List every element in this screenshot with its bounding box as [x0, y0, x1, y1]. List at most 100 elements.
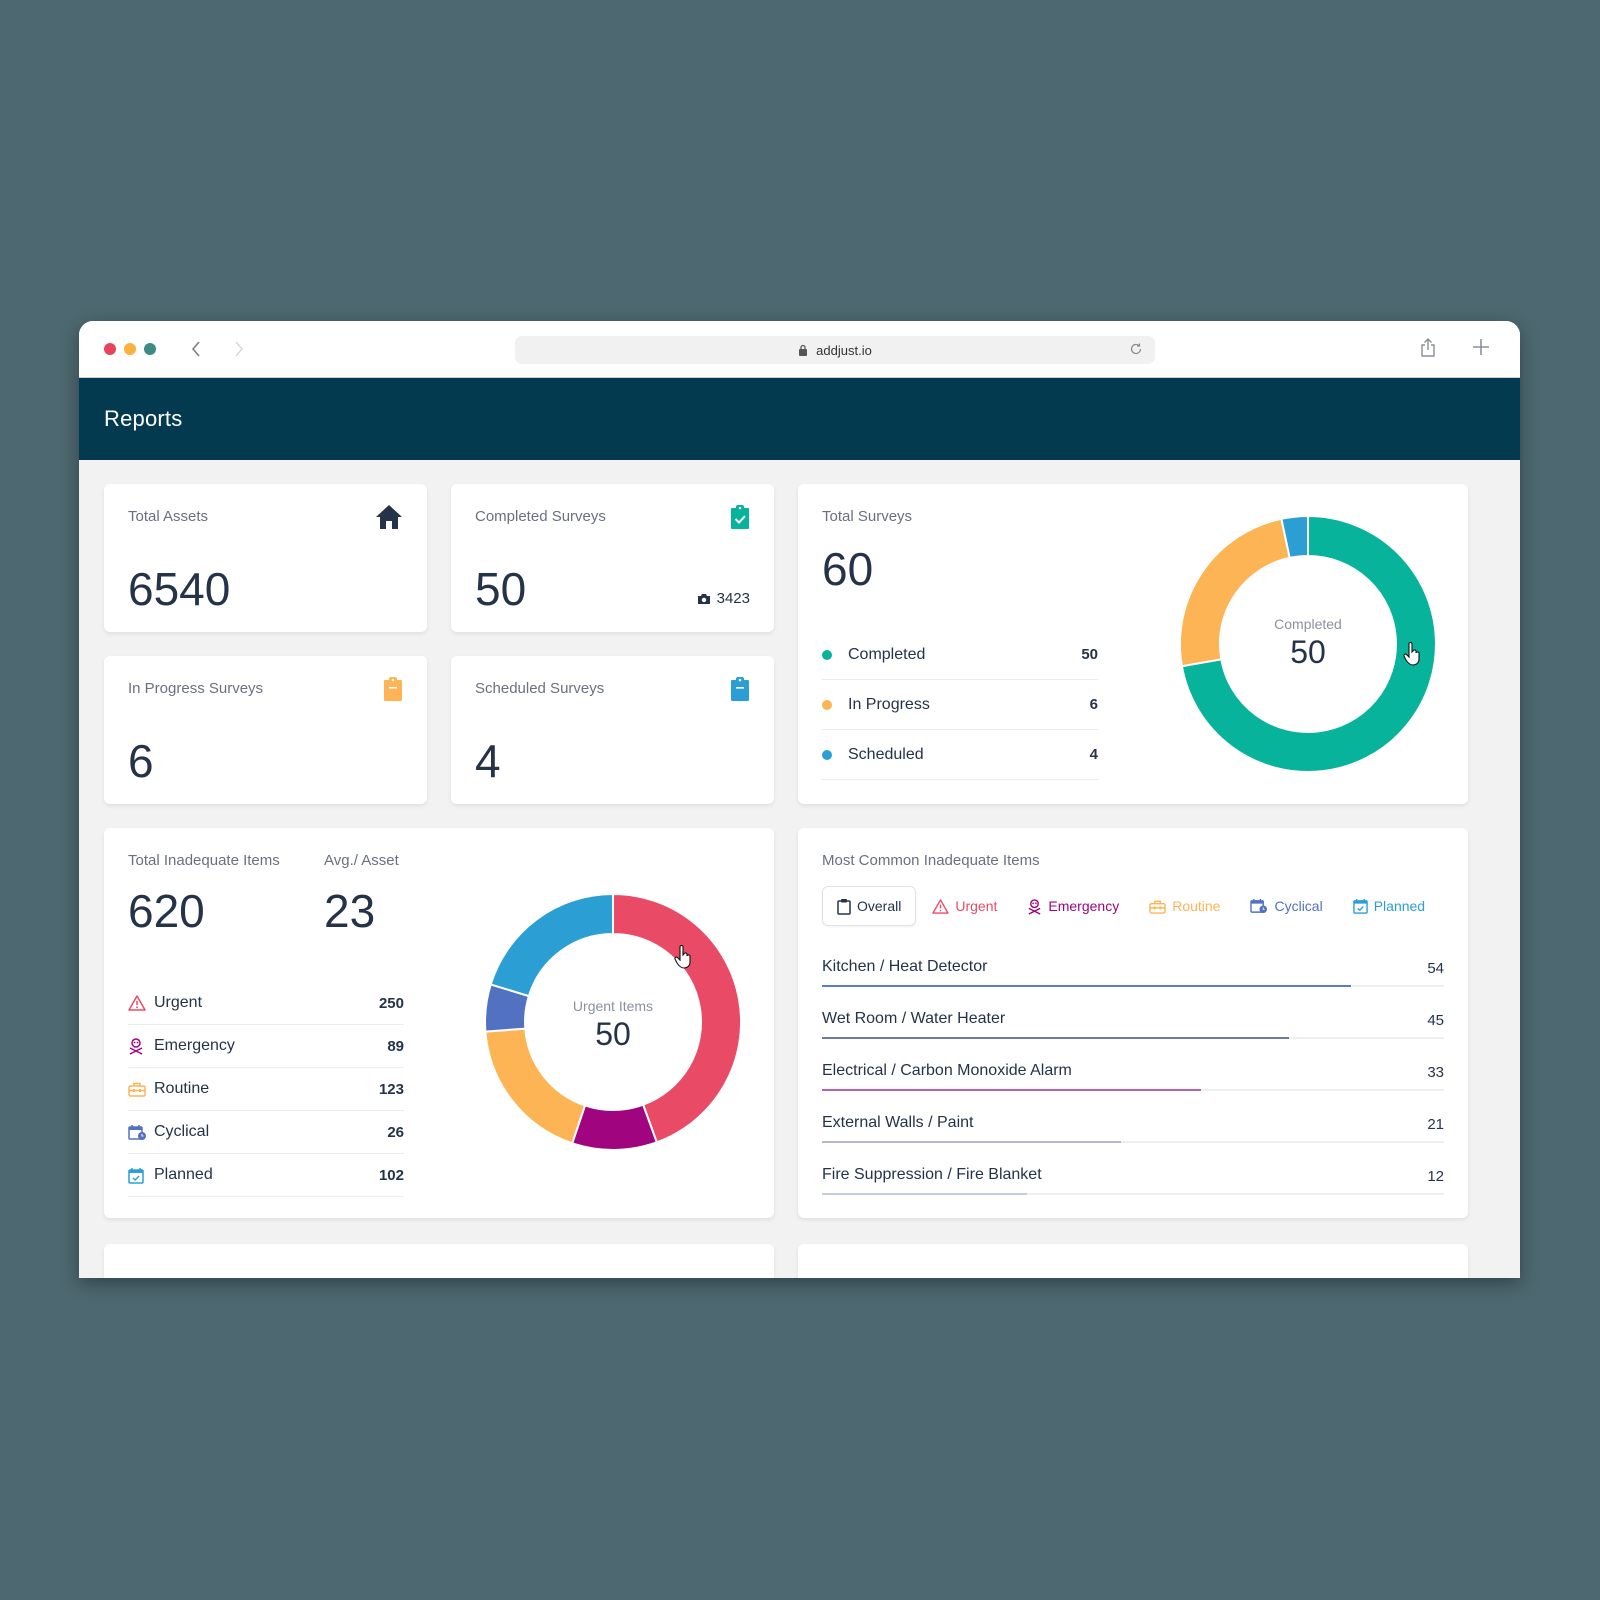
legend-row-in-progress[interactable]: In Progress 6 — [822, 680, 1098, 730]
category-value: 250 — [378, 994, 404, 1012]
skull-crossbones-icon — [1028, 898, 1041, 915]
house-icon — [375, 504, 403, 535]
tab-overall[interactable]: Overall — [822, 886, 917, 926]
center-value: 50 — [1290, 634, 1326, 670]
card-value: 6540 — [128, 563, 231, 615]
lower-right-card — [798, 1244, 1468, 1278]
minimize-window-button[interactable] — [124, 343, 136, 355]
item-bar-track — [822, 985, 1444, 987]
maximize-window-button[interactable] — [144, 343, 156, 355]
close-window-button[interactable] — [104, 343, 116, 355]
item-row[interactable]: Kitchen / Heat Detector 54 — [822, 958, 1444, 1010]
item-row[interactable]: Electrical / Carbon Monoxide Alarm 33 — [822, 1062, 1444, 1114]
category-label: Routine — [154, 1080, 210, 1097]
survey-legend: Completed 50 In Progress 6 Scheduled 4 — [822, 630, 1098, 780]
window-controls — [104, 343, 156, 355]
skull-crossbones-icon — [128, 1037, 154, 1055]
item-row[interactable]: Wet Room / Water Heater 45 — [822, 1010, 1444, 1062]
legend-dot — [822, 699, 832, 710]
item-bar-fill — [822, 1089, 1202, 1091]
tab-planned[interactable]: Planned — [1339, 886, 1439, 926]
total-surveys-card: Total Surveys 60 Completed 50 In Progres… — [798, 484, 1468, 804]
back-button[interactable] — [186, 337, 206, 361]
legend-row-scheduled[interactable]: Scheduled 4 — [822, 730, 1098, 780]
toolbox-icon — [128, 1081, 154, 1097]
lower-left-card — [104, 1244, 774, 1278]
category-row-cyclical[interactable]: Cyclical 26 — [128, 1111, 404, 1154]
tab-label: Overall — [857, 898, 902, 914]
total-assets-card[interactable]: Total Assets 6540 — [104, 484, 427, 632]
plus-icon — [1473, 339, 1489, 355]
donut-center-label: Completed 50 — [1238, 616, 1378, 671]
center-label: Completed — [1274, 616, 1342, 632]
in-progress-surveys-card[interactable]: In Progress Surveys 6 — [104, 656, 427, 804]
new-tab-button[interactable] — [1472, 338, 1490, 361]
card-value: 50 — [475, 563, 527, 615]
item-row[interactable]: Fire Suppression / Fire Blanket 12 — [822, 1166, 1444, 1218]
app-header: Reports — [79, 378, 1520, 460]
category-row-routine[interactable]: Routine 123 — [128, 1068, 404, 1111]
item-value: 12 — [1427, 1168, 1444, 1185]
most-common-items-card: Most Common Inadequate Items Overall Urg… — [798, 828, 1468, 1218]
item-label: Wet Room / Water Heater — [822, 1010, 1006, 1027]
scheduled-surveys-card[interactable]: Scheduled Surveys 4 — [451, 656, 774, 804]
forward-button[interactable] — [229, 337, 249, 361]
category-row-urgent[interactable]: Urgent 250 — [128, 982, 404, 1025]
category-value: 26 — [387, 1123, 404, 1141]
chevron-left-icon — [191, 341, 200, 357]
tab-label: Cyclical — [1274, 898, 1323, 914]
clipboard-icon — [837, 898, 851, 915]
surveys-donut-chart[interactable] — [1178, 514, 1438, 774]
tab-label: Planned — [1373, 898, 1426, 914]
category-list: Urgent 250 Emergency 89 Routine 123 Cycl… — [128, 982, 404, 1197]
legend-row-completed[interactable]: Completed 50 — [822, 630, 1098, 680]
item-label: Kitchen / Heat Detector — [822, 958, 988, 975]
item-bar-fill — [822, 985, 1351, 987]
hand-cursor-icon — [1403, 642, 1420, 666]
item-label: Electrical / Carbon Monoxide Alarm — [822, 1062, 1072, 1079]
item-value: 45 — [1427, 1012, 1444, 1029]
center-label: Urgent Items — [572, 998, 654, 1014]
item-bar-track — [822, 1089, 1444, 1091]
warning-triangle-icon — [128, 995, 154, 1011]
card-value: 6 — [128, 735, 154, 787]
browser-toolbar: addjust.io — [79, 321, 1520, 378]
category-value: 102 — [378, 1166, 404, 1184]
item-label: External Walls / Paint — [822, 1114, 974, 1131]
item-row[interactable]: External Walls / Paint 21 — [822, 1114, 1444, 1166]
item-bar-fill — [822, 1141, 1121, 1143]
item-bar-fill — [822, 1193, 1028, 1195]
item-label: Fire Suppression / Fire Blanket — [822, 1166, 1042, 1183]
category-row-planned[interactable]: Planned 102 — [128, 1154, 404, 1197]
legend-value: 6 — [1089, 696, 1098, 713]
calendar-clock-icon — [128, 1124, 154, 1141]
category-row-emergency[interactable]: Emergency 89 — [128, 1025, 404, 1068]
legend-dot — [822, 749, 832, 760]
card-title: Most Common Inadequate Items — [822, 852, 1040, 869]
tab-routine[interactable]: Routine — [1135, 886, 1234, 926]
item-value: 54 — [1427, 960, 1444, 977]
category-label: Cyclical — [154, 1123, 210, 1140]
browser-window: addjust.io Reports Total Assets 6540 Com… — [79, 321, 1520, 1278]
share-button[interactable] — [1420, 338, 1436, 363]
legend-value: 4 — [1089, 746, 1098, 763]
lock-icon — [798, 344, 808, 356]
tab-cyclical[interactable]: Cyclical — [1236, 886, 1336, 926]
tab-urgent[interactable]: Urgent — [918, 886, 1011, 926]
card-label: Total Surveys — [822, 508, 913, 525]
item-bar-fill — [822, 1037, 1289, 1039]
legend-dot — [822, 649, 832, 660]
inadequate-items-card: Total Inadequate Items Avg./ Asset 620 2… — [104, 828, 774, 1218]
tab-emergency[interactable]: Emergency — [1013, 886, 1133, 926]
calendar-clock-icon — [1250, 898, 1268, 914]
clipboard-check-icon — [730, 504, 750, 535]
filter-tabs: Overall Urgent Emergency Routine Cyclica… — [822, 886, 1441, 926]
legend-label: In Progress — [848, 695, 930, 713]
url-text: addjust.io — [816, 342, 872, 358]
address-bar[interactable]: addjust.io — [515, 336, 1155, 364]
item-bar-track — [822, 1141, 1444, 1143]
reload-icon[interactable] — [1129, 342, 1143, 359]
completed-surveys-card[interactable]: Completed Surveys 50 3423 — [451, 484, 774, 632]
item-bar-track — [822, 1037, 1444, 1039]
inadequate-donut-chart[interactable] — [483, 892, 743, 1152]
